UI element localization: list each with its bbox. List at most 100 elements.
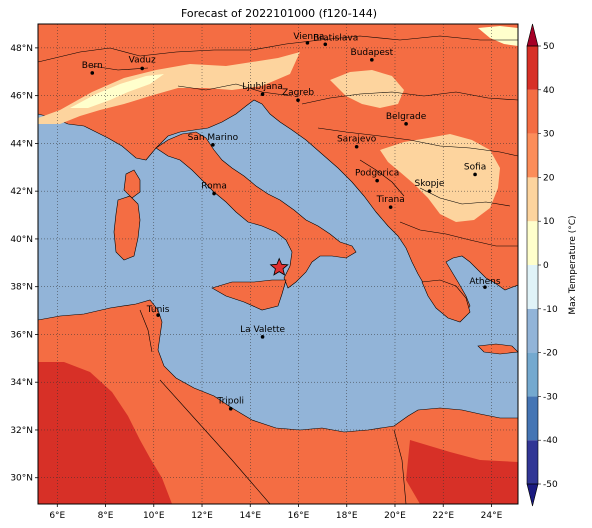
lon-tick-label: 24°E — [481, 511, 503, 521]
city-dot — [211, 143, 215, 147]
cool-zone-alps — [70, 74, 164, 108]
city-label: Bern — [82, 61, 103, 71]
city: Bern — [82, 61, 103, 75]
city-dot — [140, 66, 145, 71]
city: Vienna — [293, 32, 324, 45]
lon-tick-label: 10°E — [143, 511, 165, 521]
city-dot — [388, 205, 393, 209]
city-label: Vienna — [293, 32, 324, 42]
hot-zone-libya — [406, 440, 518, 504]
colorbar-tick-label: 0 — [543, 261, 549, 271]
lat-tick-label: 48°N — [10, 44, 33, 54]
colorbar-tick-label: -40 — [543, 436, 558, 446]
city-label: San Marino — [188, 133, 239, 143]
city: Tunis — [146, 305, 170, 317]
city-dot — [370, 58, 374, 62]
city-dot — [375, 178, 379, 183]
lon-tick-label: 12°E — [191, 511, 213, 521]
cool-zone-carpathian — [478, 26, 518, 46]
city-label: Zagreb — [282, 88, 314, 98]
city-dot — [212, 191, 216, 196]
lat-tick-label: 46°N — [10, 92, 33, 102]
city-dot — [404, 122, 408, 126]
lat-tick-label: 44°N — [10, 139, 33, 149]
country-borders — [38, 35, 518, 504]
lat-tick-label: 40°N — [10, 235, 33, 245]
colorbar-tick-label: 30 — [543, 130, 555, 140]
map-frame — [37, 23, 519, 505]
lon-tick-label: 20°E — [384, 511, 406, 521]
lon-tick-label: 14°E — [239, 511, 261, 521]
city-label: La Valette — [240, 325, 285, 335]
city-dot — [296, 98, 300, 102]
city-label: Athens — [469, 277, 500, 287]
peloponnese-landmass — [421, 279, 471, 323]
colorbar-tick-label: -50 — [543, 480, 558, 490]
mild-zone-balkans — [380, 134, 500, 222]
colorbar: 50 40 30 20 10 0 -10 -20 -30 -40 -50 — [526, 23, 558, 507]
city: Athens — [469, 277, 501, 289]
lon-tick-label: 22°E — [432, 511, 454, 521]
city-label: Budapest — [351, 48, 394, 58]
crete-island — [477, 343, 518, 355]
city-label: Tunis — [146, 305, 170, 315]
lat-tick-label: 42°N — [10, 187, 33, 197]
city: Podgorica — [355, 169, 399, 183]
city-dot — [228, 406, 233, 411]
hot-zone-sahara — [38, 362, 172, 504]
colorbar-band — [527, 89, 538, 134]
city: Roma — [201, 182, 227, 196]
colorbar-tick-label: 40 — [543, 86, 555, 96]
lon-tick-label: 8°E — [98, 511, 114, 521]
city-label: Belgrade — [386, 112, 427, 122]
city-label: Podgorica — [355, 169, 399, 179]
mild-zone-dinaric — [330, 70, 404, 108]
colorbar-band — [527, 46, 538, 90]
city: Sarajevo — [337, 135, 377, 149]
city-dot — [354, 144, 359, 149]
map-title: Forecast of 2022101000 (f120-144) — [181, 7, 377, 20]
city-label: Skopje — [415, 179, 445, 189]
lat-tick-label: 34°N — [10, 378, 33, 388]
city-dot — [260, 335, 265, 339]
lat-tick-label: 38°N — [10, 283, 33, 293]
italy-landmass — [155, 131, 357, 289]
city: Bratislava — [313, 33, 358, 47]
colorbar-tick-label: 50 — [543, 42, 555, 52]
colorbar-tick-label: -30 — [543, 392, 558, 402]
city-dot — [427, 189, 432, 193]
city: Budapest — [351, 48, 394, 62]
city: Zagreb — [282, 88, 314, 102]
lat-tick-label: 36°N — [10, 330, 33, 340]
lat-tick-label: 30°N — [10, 474, 33, 484]
city: Tirana — [376, 195, 405, 209]
city: Skopje — [415, 179, 445, 193]
colorbar-tick-label: -20 — [543, 349, 558, 359]
city: La Valette — [240, 325, 286, 339]
colorbar-band — [527, 440, 538, 484]
colorbar-under-arrow — [526, 483, 539, 507]
longitude-axis: 6°E 8°E 10°E 12°E 14°E 16°E 18°E 20°E 22°E 24°E — [49, 504, 503, 521]
lon-tick-label: 18°E — [336, 511, 358, 521]
colorbar-band — [527, 221, 538, 265]
city-label: Vaduz — [129, 55, 156, 65]
city-label: Roma — [201, 182, 227, 192]
city-label: Sarajevo — [337, 135, 377, 145]
city-label: Ljubljana — [242, 82, 283, 92]
lat-tick-label: 32°N — [10, 426, 33, 436]
city-dot — [260, 92, 265, 97]
colorbar-band — [527, 352, 538, 397]
city-dot — [323, 42, 328, 47]
city-dot — [483, 285, 487, 289]
gridlines — [38, 24, 518, 504]
colorbar-band — [527, 265, 538, 309]
sicily-island — [211, 279, 287, 311]
latitude-axis: 48°N 46°N 44°N 42°N 40°N 38°N 36°N 34°N 32°N 30°N — [10, 44, 38, 484]
africa-landmass — [38, 299, 518, 504]
colorbar-label: Max Temperature (°C) — [568, 215, 578, 314]
city-label: Tirana — [376, 195, 405, 205]
city: Vaduz — [129, 55, 156, 71]
